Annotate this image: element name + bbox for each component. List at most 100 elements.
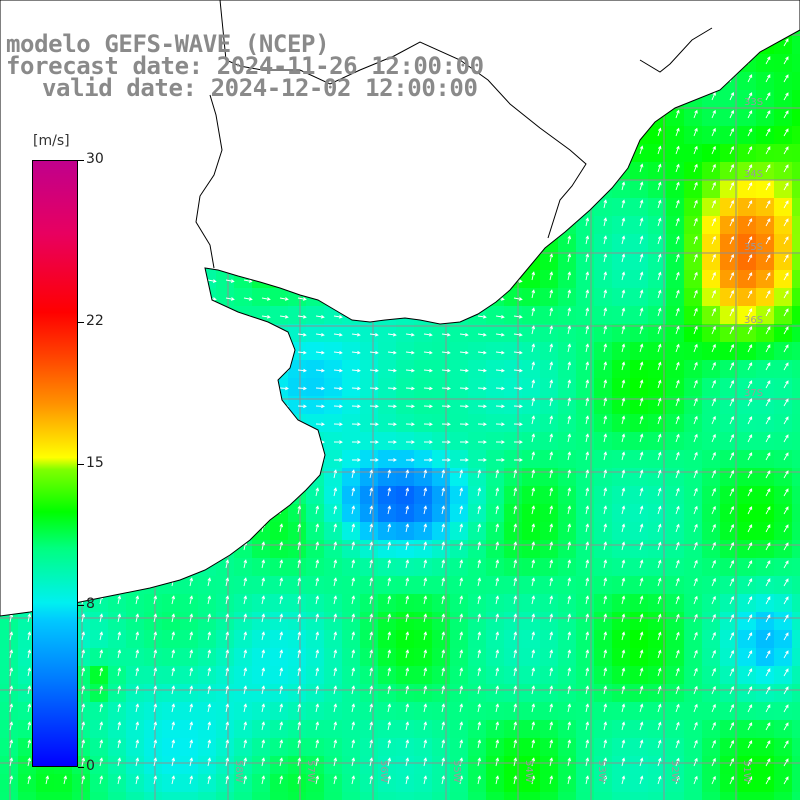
wind-arrow — [513, 505, 518, 515]
wind-speed-cell — [468, 360, 487, 379]
wind-speed-cell — [756, 504, 775, 523]
wind-arrow — [351, 505, 356, 515]
wind-arrow — [369, 703, 374, 713]
wind-speed-cell — [522, 738, 541, 757]
wind-arrow — [459, 775, 464, 785]
wind-arrow — [675, 127, 680, 137]
wind-speed-cell — [378, 324, 397, 343]
wind-speed-cell — [684, 216, 703, 235]
wind-speed-cell — [774, 720, 793, 739]
wind-arrow — [513, 315, 523, 319]
wind-arrow — [370, 458, 379, 462]
wind-speed-cell — [738, 198, 757, 217]
wind-speed-cell — [126, 612, 145, 631]
wind-arrow — [783, 236, 789, 245]
wind-speed-cell — [432, 702, 451, 721]
wind-speed-cell — [396, 432, 415, 451]
wind-speed-cell — [756, 756, 775, 775]
wind-speed-cell — [594, 378, 613, 397]
wind-arrow — [225, 685, 230, 695]
wind-arrow — [423, 631, 428, 641]
wind-arrow — [477, 368, 487, 373]
wind-arrow — [693, 523, 698, 533]
wind-arrow — [351, 523, 356, 533]
wind-speed-cell — [252, 666, 271, 685]
wind-arrow — [729, 325, 735, 335]
wind-speed-cell — [216, 594, 235, 613]
wind-arrow — [423, 404, 433, 409]
wind-arrow — [441, 332, 451, 337]
wind-arrow — [352, 458, 361, 462]
wind-speed-cell — [288, 378, 307, 397]
wind-speed-cell — [774, 180, 793, 199]
wind-speed-cell — [396, 324, 415, 343]
wind-arrow — [279, 775, 284, 785]
wind-speed-cell — [360, 648, 379, 667]
wind-arrow — [603, 289, 608, 299]
wind-arrow — [639, 631, 644, 641]
wind-arrow — [621, 469, 626, 479]
wind-arrow — [765, 416, 771, 425]
wind-arrow — [441, 559, 446, 569]
wind-arrow — [531, 307, 536, 317]
wind-speed-cell — [360, 540, 379, 559]
wind-speed-cell — [126, 738, 145, 757]
wind-speed-cell — [558, 396, 577, 415]
wind-arrow — [783, 614, 789, 623]
wind-speed-cell — [234, 630, 253, 649]
wind-speed-cell — [522, 288, 541, 307]
wind-speed-cell — [540, 540, 559, 559]
wind-arrow — [297, 649, 302, 659]
wind-speed-cell — [702, 630, 721, 649]
wind-arrow — [567, 631, 572, 641]
wind-arrow — [369, 721, 374, 731]
wind-speed-cell — [342, 684, 361, 703]
wind-speed-cell — [450, 540, 469, 559]
wind-speed-cell — [648, 576, 667, 595]
wind-arrow — [585, 271, 590, 281]
wind-arrow — [189, 739, 194, 749]
wind-speed-cell — [594, 324, 613, 343]
wind-speed-cell — [630, 216, 649, 235]
wind-arrow — [585, 757, 590, 767]
wind-speed-cell — [108, 594, 127, 613]
wind-speed-cell — [378, 666, 397, 685]
wind-speed-cell — [450, 522, 469, 541]
wind-speed-cell — [450, 432, 469, 451]
wind-speed-cell — [540, 612, 559, 631]
wind-arrow — [297, 703, 302, 713]
title-valid-date: valid date: 2024-12-02 12:00:00 — [42, 74, 478, 102]
wind-arrow — [747, 542, 753, 551]
wind-arrow — [27, 703, 32, 713]
wind-speed-cell — [342, 648, 361, 667]
wind-arrow — [765, 632, 771, 641]
wind-speed-cell — [540, 288, 559, 307]
wind-arrow — [585, 397, 590, 407]
wind-arrow — [81, 775, 86, 785]
wind-arrow — [387, 559, 392, 569]
wind-arrow — [693, 775, 698, 785]
wind-speed-cell — [558, 738, 577, 757]
wind-speed-cell — [360, 486, 379, 505]
wind-speed-cell — [612, 306, 631, 325]
wind-speed-cell — [666, 288, 685, 307]
wind-arrow — [153, 667, 158, 677]
wind-arrow — [189, 685, 194, 695]
wind-arrow — [621, 703, 626, 713]
wind-speed-cell — [504, 576, 523, 595]
wind-speed-cell — [594, 504, 613, 523]
wind-arrow — [513, 775, 518, 785]
wind-speed-cell — [774, 594, 793, 613]
wind-speed-cell — [558, 648, 577, 667]
wind-arrow — [261, 297, 271, 301]
wind-arrow — [423, 368, 433, 373]
wind-arrow — [765, 380, 771, 389]
wind-arrow — [153, 721, 158, 731]
wind-speed-cell — [522, 684, 541, 703]
wind-arrow — [765, 344, 771, 353]
wind-speed-cell — [756, 594, 775, 613]
wind-arrow — [765, 110, 771, 119]
wind-speed-cell — [594, 684, 613, 703]
wind-speed-cell — [666, 144, 685, 163]
